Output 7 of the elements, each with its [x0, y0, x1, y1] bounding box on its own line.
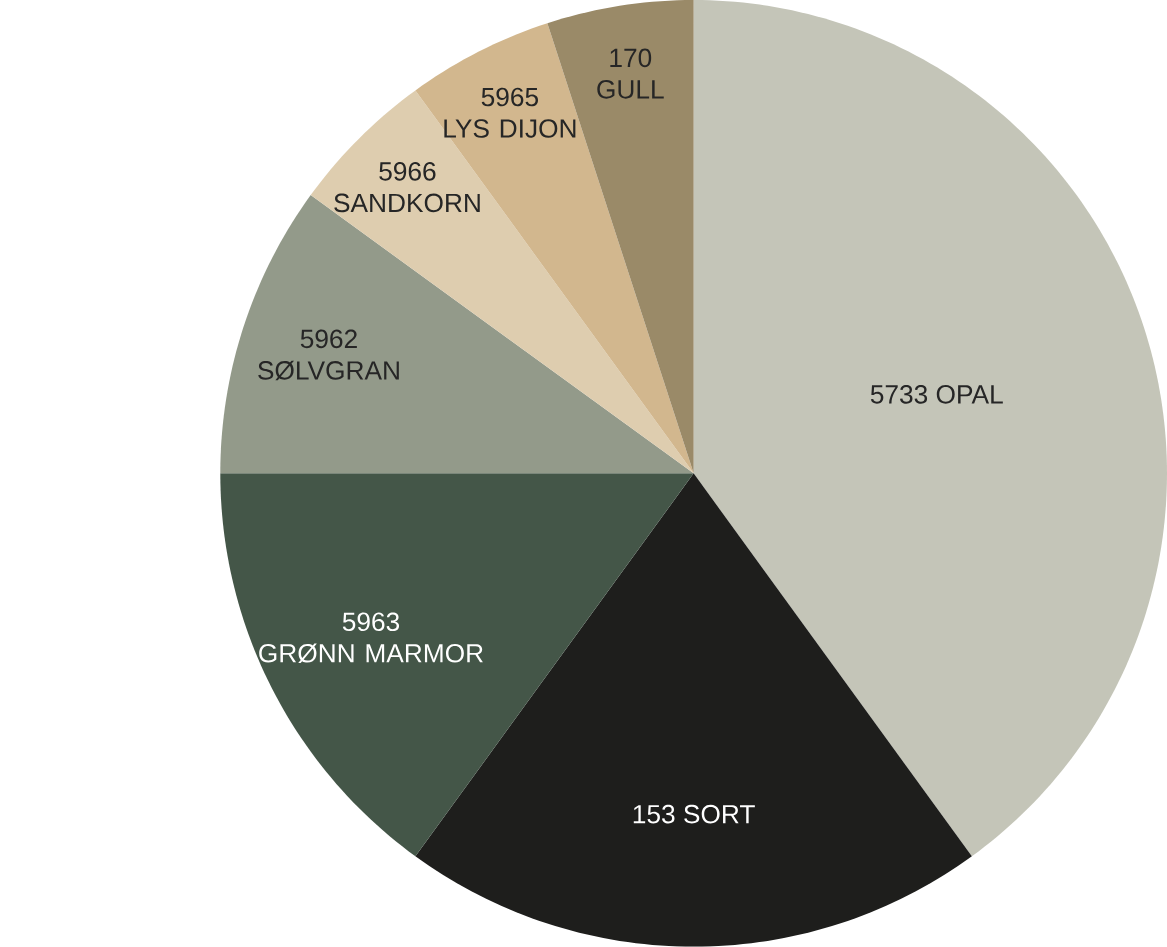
slice-label: 170 GULL: [597, 48, 664, 99]
slice-label: 153 SORT: [633, 805, 755, 824]
slice-label: 5966 SANDKORN: [334, 162, 480, 213]
slice-label: 5963 GRØNN MARMOR: [259, 612, 483, 664]
slice-label: 5733 OPAL: [870, 385, 1003, 404]
slice-label: 5962 SØLVGRAN: [258, 329, 399, 381]
slice-label: 5965 LYS DIJON: [444, 87, 576, 138]
